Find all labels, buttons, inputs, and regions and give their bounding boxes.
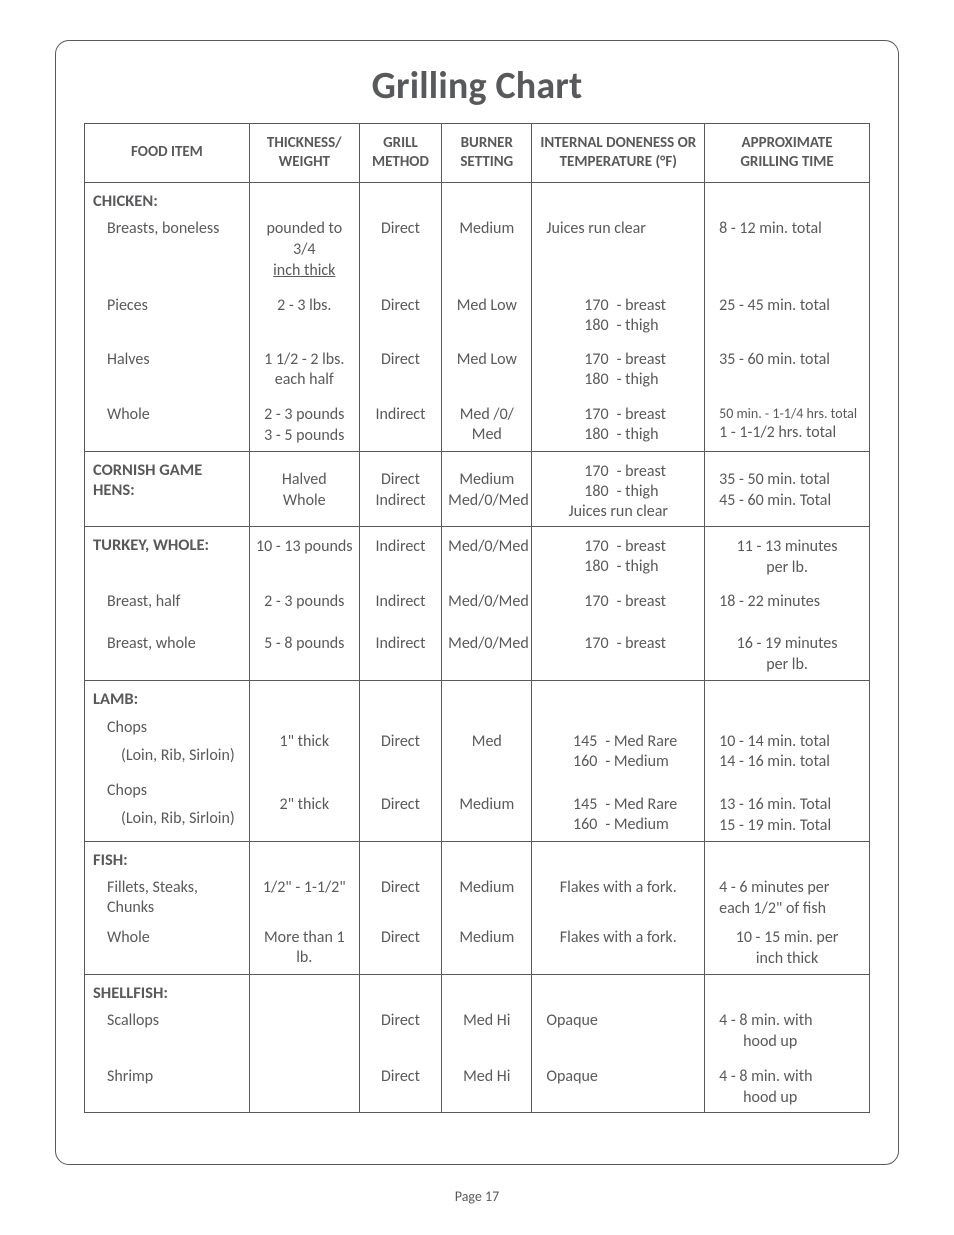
section-chicken: CHICKEN: (85, 182, 870, 215)
row-fish-fillets: Fillets, Steaks,Chunks 1/2" - 1-1/2" Dir… (85, 874, 870, 924)
table-header-row: FOOD ITEM THICKNESS/ WEIGHT GRILL METHOD… (85, 124, 870, 183)
row-shellfish-scallops: Scallops Direct Med Hi Opaque 4 - 8 min.… (85, 1007, 870, 1057)
section-shellfish: SHELLFISH: (85, 974, 870, 1007)
section-cornish: CORNISH GAMEHENS: HalvedWhole DirectIndi… (85, 451, 870, 526)
row-turkey-breast-whole: Breast, whole 5 - 8 pounds Indirect Med/… (85, 616, 870, 680)
row-chicken-breasts: Breasts, boneless pounded to 3/4inch thi… (85, 215, 870, 285)
row-lamb-chops-2: Chops(Loin, Rib, Sirloin) 2" thick Direc… (85, 777, 870, 841)
col-doneness: INTERNAL DONENESS OR TEMPERATURE (°F) (532, 124, 705, 183)
row-turkey-breast-half: Breast, half 2 - 3 pounds Indirect Med/0… (85, 582, 870, 616)
row-chicken-whole: Whole 2 - 3 pounds3 - 5 pounds Indirect … (85, 395, 870, 451)
col-burner: BURNER SETTING (442, 124, 532, 183)
section-turkey: TURKEY, whole: 10 - 13 pounds Indirect M… (85, 526, 870, 582)
grilling-table: FOOD ITEM THICKNESS/ WEIGHT GRILL METHOD… (84, 123, 870, 1113)
col-food: FOOD ITEM (85, 124, 250, 183)
row-shellfish-shrimp: Shrimp Direct Med Hi Opaque 4 - 8 min. w… (85, 1057, 870, 1113)
section-lamb: LAMB: (85, 680, 870, 713)
col-thickness: THICKNESS/ WEIGHT (249, 124, 359, 183)
row-chicken-pieces: Pieces 2 - 3 lbs. Direct Med Low 170- br… (85, 286, 870, 340)
row-fish-whole: Whole More than 1 lb. Direct Medium Flak… (85, 924, 870, 974)
row-lamb-chops-1: Chops(Loin, Rib, Sirloin) 1" thick Direc… (85, 714, 870, 778)
section-fish: FISH: (85, 841, 870, 874)
page-number: Page 17 (0, 1188, 954, 1205)
page-title: Grilling Chart (84, 63, 870, 109)
chicken-label: CHICKEN: (91, 183, 243, 216)
page-frame: Grilling Chart FOOD ITEM THICKNESS/ WEIG… (55, 40, 899, 1165)
row-chicken-halves: Halves 1 1/2 - 2 lbs.each half Direct Me… (85, 340, 870, 396)
col-method: GRILL METHOD (359, 124, 441, 183)
col-time: APPROXIMATE GRILLING TIME (705, 124, 870, 183)
